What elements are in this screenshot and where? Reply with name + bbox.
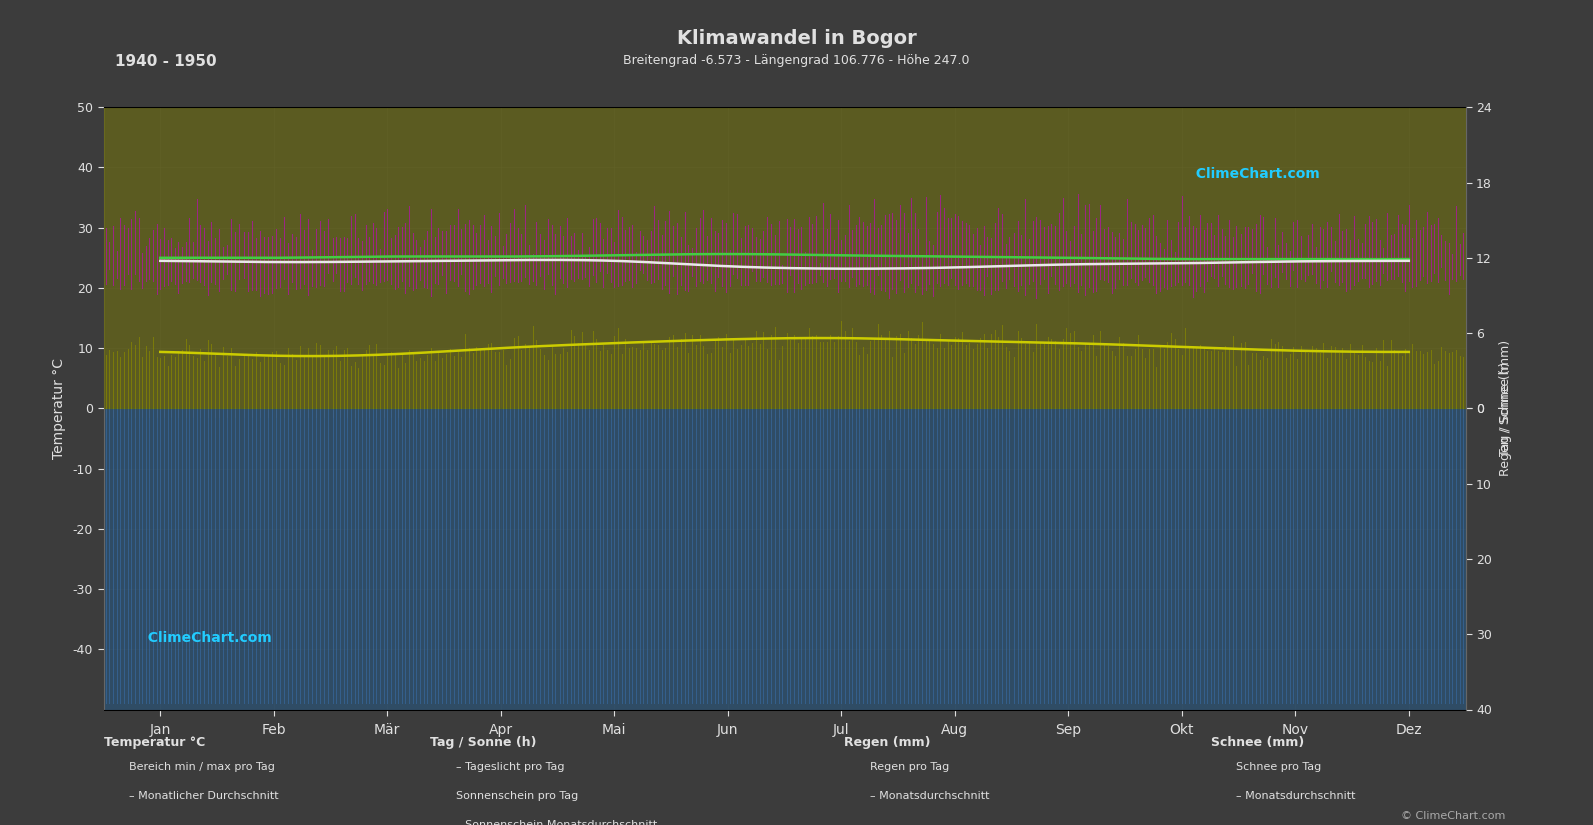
Text: Breitengrad -6.573 - Längengrad 106.776 - Höhe 247.0: Breitengrad -6.573 - Längengrad 106.776 …	[623, 54, 970, 67]
Text: Schnee pro Tag: Schnee pro Tag	[1236, 762, 1322, 772]
Y-axis label: Tag / Sonne (h): Tag / Sonne (h)	[1499, 361, 1512, 455]
Text: – Tageslicht pro Tag: – Tageslicht pro Tag	[456, 762, 564, 772]
Text: Sonnenschein pro Tag: Sonnenschein pro Tag	[456, 791, 578, 801]
Text: Temperatur °C: Temperatur °C	[104, 736, 205, 749]
Text: Schnee (mm): Schnee (mm)	[1211, 736, 1305, 749]
Text: Regen pro Tag: Regen pro Tag	[870, 762, 949, 772]
Text: – Sonnenschein Monatsdurchschnitt: – Sonnenschein Monatsdurchschnitt	[456, 820, 656, 825]
Text: Tag / Sonne (h): Tag / Sonne (h)	[430, 736, 537, 749]
Text: Klimawandel in Bogor: Klimawandel in Bogor	[677, 29, 916, 48]
Text: – Monatlicher Durchschnitt: – Monatlicher Durchschnitt	[129, 791, 279, 801]
Y-axis label: Temperatur °C: Temperatur °C	[53, 358, 65, 459]
Text: 1940 - 1950: 1940 - 1950	[115, 54, 217, 68]
Text: © ClimeChart.com: © ClimeChart.com	[1400, 811, 1505, 821]
Text: Bereich min / max pro Tag: Bereich min / max pro Tag	[129, 762, 276, 772]
Text: ClimeChart.com: ClimeChart.com	[1187, 167, 1321, 182]
Y-axis label: Regen / Schnee (mm): Regen / Schnee (mm)	[1499, 340, 1512, 477]
Text: Regen (mm): Regen (mm)	[844, 736, 930, 749]
Text: – Monatsdurchschnitt: – Monatsdurchschnitt	[870, 791, 989, 801]
Text: ClimeChart.com: ClimeChart.com	[137, 631, 271, 645]
Text: – Monatsdurchschnitt: – Monatsdurchschnitt	[1236, 791, 1356, 801]
